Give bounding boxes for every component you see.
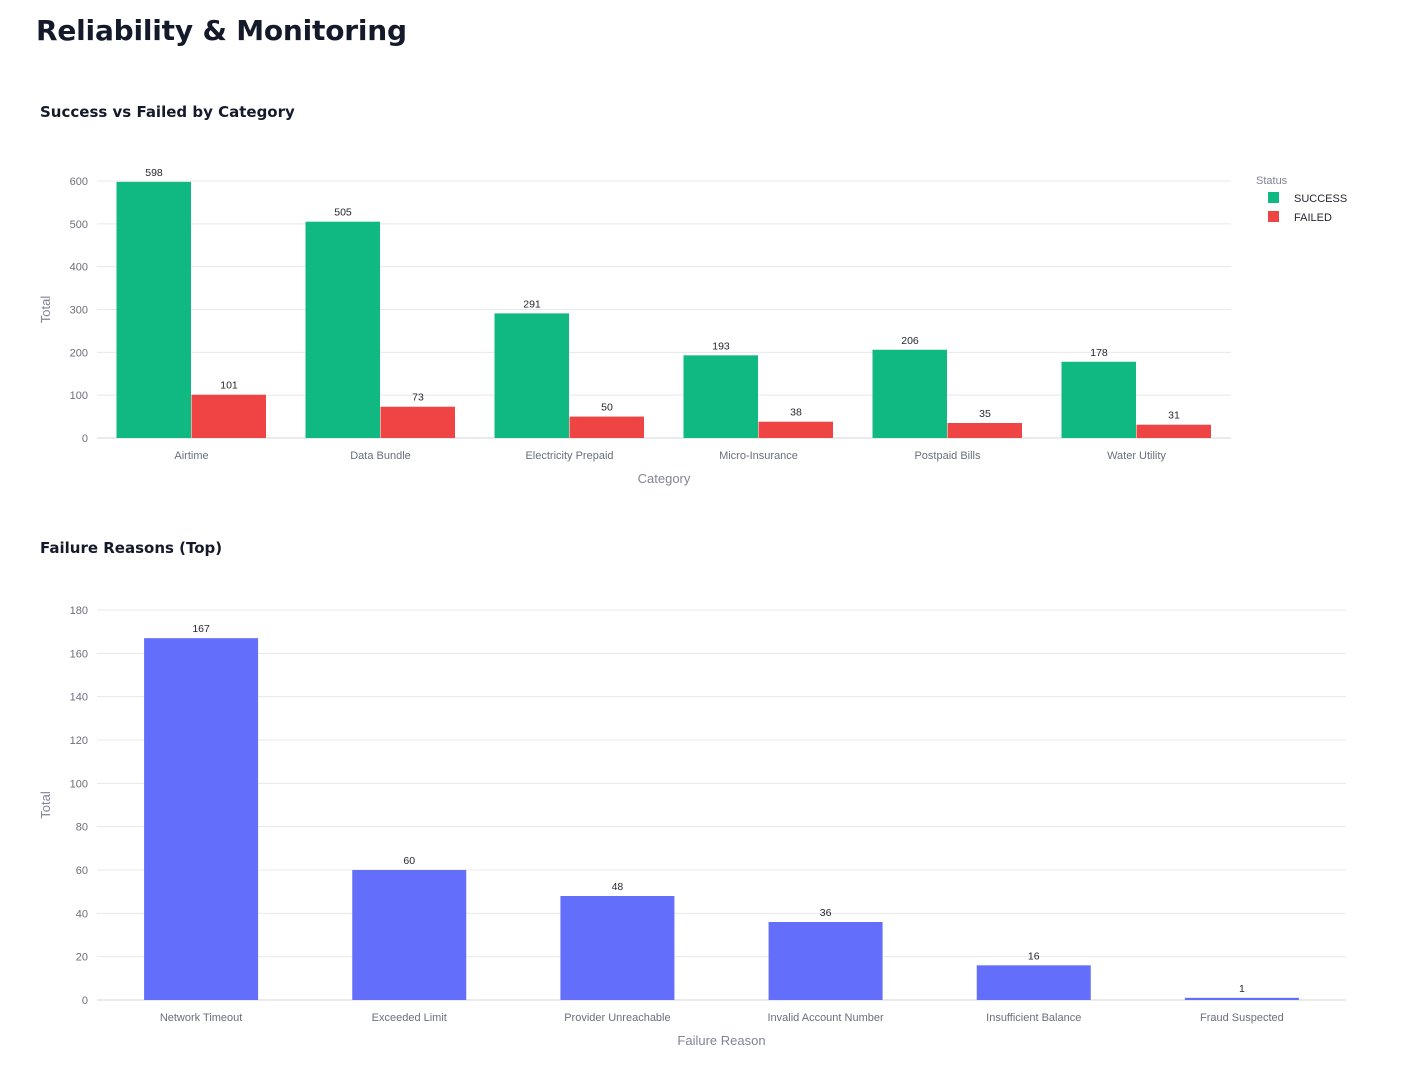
y-tick-label: 160 <box>70 648 88 660</box>
x-tick-label: Invalid Account Number <box>767 1012 884 1024</box>
x-tick-label: Provider Unreachable <box>564 1012 670 1024</box>
data-label: 193 <box>712 340 730 352</box>
y-axis-title: Total <box>38 296 53 324</box>
data-label: 167 <box>192 623 210 635</box>
bar-success-electricity-prepaid[interactable] <box>494 313 570 438</box>
legend-swatch-success[interactable] <box>1268 192 1279 203</box>
x-tick-label: Postpaid Bills <box>914 450 981 462</box>
y-tick-label: 0 <box>82 433 88 445</box>
y-tick-label: 600 <box>70 176 88 188</box>
bar-network-timeout[interactable] <box>144 638 259 1000</box>
data-label: 1 <box>1239 983 1245 995</box>
legend-item-failed[interactable]: FAILED <box>1294 212 1332 224</box>
y-axis-title: Total <box>38 791 53 819</box>
data-label: 60 <box>403 855 415 867</box>
data-label: 35 <box>979 408 991 420</box>
y-tick-label: 20 <box>76 952 88 964</box>
x-tick-label: Water Utility <box>1107 450 1166 462</box>
data-label: 206 <box>901 335 919 347</box>
bar-failed-electricity-prepaid[interactable] <box>569 416 645 438</box>
bar-failed-airtime[interactable] <box>191 394 267 438</box>
bar-failed-postpaid-bills[interactable] <box>947 423 1023 438</box>
y-tick-label: 0 <box>82 995 88 1007</box>
y-tick-label: 300 <box>70 305 88 317</box>
x-axis-title: Category <box>638 471 691 486</box>
y-tick-label: 180 <box>70 605 88 617</box>
y-tick-label: 40 <box>76 908 88 920</box>
x-tick-label: Data Bundle <box>350 450 411 462</box>
page-title: Reliability & Monitoring <box>36 14 407 47</box>
data-label: 598 <box>145 167 163 179</box>
data-label: 101 <box>220 380 238 392</box>
data-label: 16 <box>1028 950 1040 962</box>
legend-title: Status <box>1256 175 1288 187</box>
bar-provider-unreachable[interactable] <box>560 896 675 1000</box>
x-tick-label: Insufficient Balance <box>986 1012 1081 1024</box>
x-tick-label: Micro-Insurance <box>719 450 798 462</box>
legend-swatch-failed[interactable] <box>1268 211 1279 222</box>
y-tick-label: 120 <box>70 735 88 747</box>
data-label: 73 <box>412 392 424 404</box>
y-tick-label: 100 <box>70 390 88 402</box>
y-tick-label: 200 <box>70 347 88 359</box>
success-vs-failed-chart: 0 100 200 300 400 500 600 598 101 Airtime 505 73 Dat… <box>38 167 1347 486</box>
y-tick-label: 140 <box>70 692 88 704</box>
data-label: 50 <box>601 402 613 414</box>
data-label: 48 <box>612 881 624 893</box>
bar-success-airtime[interactable] <box>116 181 192 438</box>
x-tick-label: Fraud Suspected <box>1200 1012 1284 1024</box>
bar-success-micro-insurance[interactable] <box>683 355 759 438</box>
y-tick-label: 80 <box>76 822 88 834</box>
bar-success-postpaid-bills[interactable] <box>872 349 948 438</box>
legend-item-success[interactable]: SUCCESS <box>1294 193 1347 205</box>
y-tick-label: 500 <box>70 219 88 231</box>
y-tick-label: 100 <box>70 778 88 790</box>
data-label: 291 <box>523 298 541 310</box>
y-tick-label: 400 <box>70 262 88 274</box>
bar-failed-data-bundle[interactable] <box>380 406 456 438</box>
bar-insufficient-balance[interactable] <box>976 965 1091 1000</box>
data-label: 178 <box>1090 347 1108 359</box>
data-label: 36 <box>820 907 832 919</box>
bar-invalid-account-number[interactable] <box>768 922 883 1000</box>
x-tick-label: Network Timeout <box>160 1012 243 1024</box>
bar-success-water-utility[interactable] <box>1061 361 1137 438</box>
bar-exceeded-limit[interactable] <box>352 870 467 1000</box>
chart-title-failure-reasons: Failure Reasons (Top) <box>40 539 223 557</box>
y-tick-label: 60 <box>76 865 88 877</box>
data-label: 38 <box>790 407 802 419</box>
x-tick-label: Electricity Prepaid <box>525 450 613 462</box>
bar-failed-water-utility[interactable] <box>1136 424 1212 438</box>
chart-title-success-vs-failed: Success vs Failed by Category <box>40 103 295 121</box>
bar-failed-micro-insurance[interactable] <box>758 421 834 438</box>
bar-success-data-bundle[interactable] <box>305 221 381 438</box>
x-tick-label: Airtime <box>174 450 208 462</box>
x-tick-label: Exceeded Limit <box>372 1012 447 1024</box>
data-label: 505 <box>334 207 352 219</box>
x-axis-title: Failure Reason <box>677 1033 765 1048</box>
data-label: 31 <box>1168 410 1180 422</box>
bar-fraud-suspected[interactable] <box>1184 997 1299 1000</box>
